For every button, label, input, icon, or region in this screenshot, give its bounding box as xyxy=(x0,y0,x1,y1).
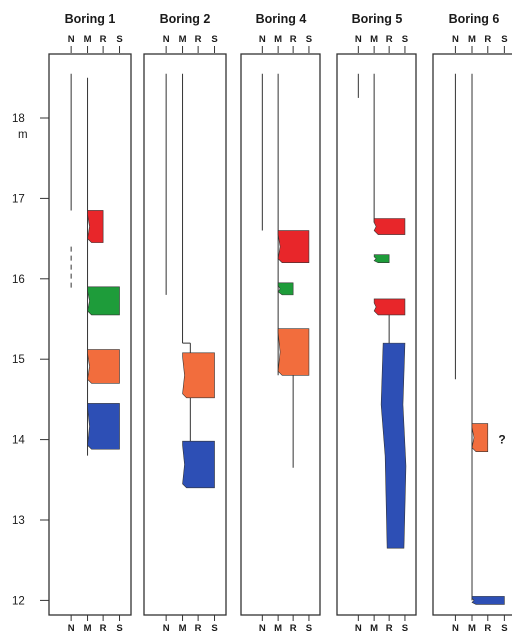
sediment-unit-orange xyxy=(471,423,489,452)
column-label-bottom: S xyxy=(402,623,408,634)
column-label-top: R xyxy=(484,34,491,45)
column-label-bottom: R xyxy=(290,623,297,634)
column-label-top: M xyxy=(274,34,282,45)
column-label-bottom: M xyxy=(84,623,92,634)
column-label-top: N xyxy=(259,34,266,45)
sediment-unit-red xyxy=(373,218,406,235)
column-label-bottom: S xyxy=(501,623,507,634)
column-label-bottom: N xyxy=(259,623,266,634)
column-label-top: S xyxy=(211,34,217,45)
sediment-unit-orange xyxy=(277,328,310,376)
boring-box xyxy=(48,53,132,616)
column-label-bottom: N xyxy=(163,623,170,634)
sediment-unit-blue xyxy=(182,440,215,489)
column-label-top: R xyxy=(195,34,202,45)
column-label-bottom: R xyxy=(386,623,393,634)
column-label-top: N xyxy=(68,34,75,45)
sediment-unit-red xyxy=(277,230,310,264)
sediment-unit-orange xyxy=(182,352,215,399)
column-label-bottom: R xyxy=(100,623,107,634)
column-label-top: M xyxy=(179,34,187,45)
sediment-unit-red xyxy=(87,210,104,243)
depth-tick-label: 15 xyxy=(12,354,25,366)
column-label-bottom: M xyxy=(179,623,187,634)
column-label-top: S xyxy=(501,34,507,45)
sediment-unit-blue xyxy=(471,596,505,605)
sediment-unit-orange xyxy=(87,349,120,384)
depth-tick-label: 16 xyxy=(12,274,25,286)
depth-tick-label: 13 xyxy=(12,515,25,527)
column-label-bottom: S xyxy=(211,623,217,634)
boring-title: Boring 4 xyxy=(256,12,307,26)
boring-title: Boring 2 xyxy=(160,12,211,26)
depth-tick-label: 14 xyxy=(12,435,25,447)
boring-title: Boring 5 xyxy=(352,12,403,26)
depth-axis: m 18 17 16 15 14 13 12 xyxy=(12,113,49,607)
boring-title: Boring 6 xyxy=(449,12,500,26)
column-label-top: N xyxy=(452,34,459,45)
column-label-top: R xyxy=(290,34,297,45)
column-label-bottom: N xyxy=(355,623,362,634)
column-label-top: N xyxy=(355,34,362,45)
column-label-top: M xyxy=(468,34,476,45)
depth-tick-label: 12 xyxy=(12,595,25,607)
sediment-unit-blue xyxy=(380,342,407,549)
column-label-bottom: S xyxy=(116,623,122,634)
column-label-top: M xyxy=(84,34,92,45)
boring-title: Boring 1 xyxy=(65,12,116,26)
column-label-bottom: M xyxy=(370,623,378,634)
column-label-top: R xyxy=(100,34,107,45)
depth-tick-label: 17 xyxy=(12,193,25,205)
column-label-top: S xyxy=(402,34,408,45)
column-label-top: M xyxy=(370,34,378,45)
column-label-top: N xyxy=(163,34,170,45)
column-label-top: S xyxy=(306,34,312,45)
column-label-bottom: M xyxy=(468,623,476,634)
sediment-unit-green xyxy=(373,254,390,264)
column-label-bottom: M xyxy=(274,623,282,634)
depth-unit-label: m xyxy=(18,129,28,141)
column-label-bottom: R xyxy=(195,623,202,634)
depth-tick-label: 18 xyxy=(12,113,25,125)
column-label-bottom: N xyxy=(452,623,459,634)
sediment-unit-green xyxy=(87,286,120,316)
column-label-bottom: N xyxy=(68,623,75,634)
column-label-bottom: S xyxy=(306,623,312,634)
sediment-unit-green xyxy=(277,282,294,296)
boring-box xyxy=(143,53,227,616)
column-label-top: R xyxy=(386,34,393,45)
sediment-unit-blue xyxy=(87,403,120,450)
column-label-bottom: R xyxy=(484,623,491,634)
uncertain-marker: ? xyxy=(498,433,505,447)
sediment-unit-red xyxy=(373,298,406,316)
column-label-top: S xyxy=(116,34,122,45)
